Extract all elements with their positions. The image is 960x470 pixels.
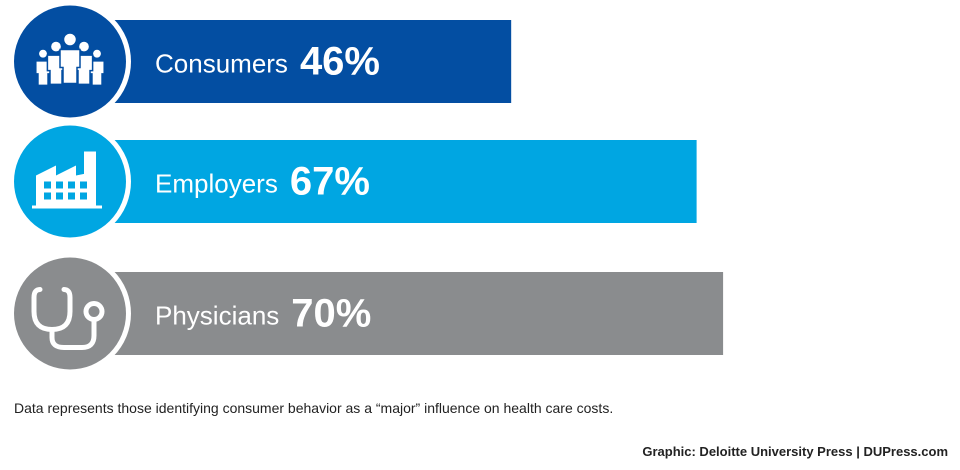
- bar-employers: [105, 140, 697, 223]
- bar-row-physicians: Physicians 70%: [9, 252, 724, 375]
- bar-consumers: [105, 20, 512, 103]
- bar-label: Physicians: [155, 301, 279, 331]
- bar-physicians: [105, 272, 724, 355]
- bar-label: Employers: [155, 169, 278, 199]
- stethoscope-icon: [31, 287, 105, 350]
- people-icon: [35, 32, 105, 87]
- source-credit: Graphic: Deloitte University Press | DUP…: [642, 444, 948, 459]
- data-label: 46%: [300, 40, 380, 84]
- data-label: 67%: [290, 160, 370, 204]
- bar-label: Consumers: [155, 49, 288, 79]
- bar-row-consumers: Consumers 46%: [9, 0, 512, 123]
- data-label: 70%: [291, 292, 371, 336]
- factory-icon: [32, 151, 102, 209]
- footnote: Data represents those identifying consum…: [14, 400, 614, 416]
- bar-row-employers: Employers 67%: [9, 120, 697, 243]
